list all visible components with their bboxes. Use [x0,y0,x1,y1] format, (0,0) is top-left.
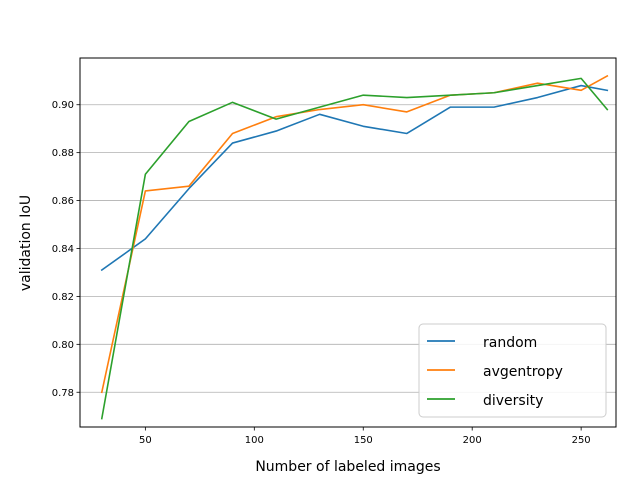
x-tick-label: 50 [139,435,152,446]
y-axis-ticks: 0.78 0.80 0.82 0.84 0.86 0.88 0.90 [52,100,80,399]
y-tick-label: 0.82 [52,292,74,303]
plot-frame [79,57,617,428]
x-tick-label: 250 [572,435,591,446]
y-tick-label: 0.78 [52,388,74,399]
series-line-avgentropy [100,74,609,394]
x-tick-label: 100 [245,435,264,446]
y-tick-label: 0.88 [52,148,74,159]
y-tick-label: 0.90 [52,100,74,111]
x-tick-label: 200 [463,435,482,446]
legend: random avgentropy diversity [418,323,607,418]
series-line-random [100,84,609,272]
legend-label-random: random [483,335,537,351]
y-tick-label: 0.84 [52,244,74,255]
x-tick-label: 150 [354,435,373,446]
legend-box [418,323,607,418]
gridlines [80,104,616,393]
series-lines [100,74,609,420]
y-tick-label: 0.80 [52,340,74,351]
series-line-diversity [100,77,609,420]
x-axis-ticks: 50 100 150 200 250 [139,427,591,446]
legend-label-avgentropy: avgentropy [483,364,563,380]
legend-label-diversity: diversity [483,393,543,409]
y-axis-title: validation IoU [18,195,34,291]
x-axis-title: Number of labeled images [255,459,440,475]
y-tick-label: 0.86 [52,196,74,207]
